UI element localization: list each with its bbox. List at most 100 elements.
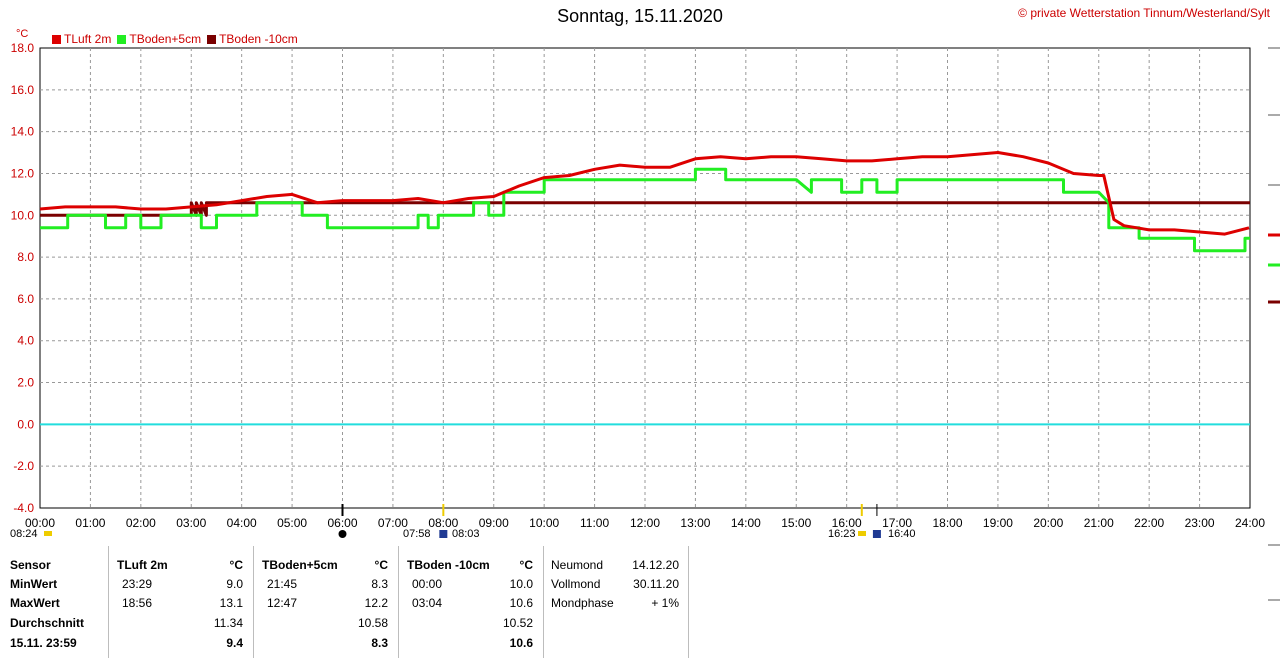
x-tick-label: 00:00: [25, 516, 55, 530]
legend-item-tb5: TBoden+5cm: [117, 32, 201, 46]
x-tick-label: 05:00: [277, 516, 307, 530]
y-tick-label: 6.0: [17, 292, 34, 306]
x-tick-label: 04:00: [227, 516, 257, 530]
table-divider: [543, 546, 544, 658]
tb5-min-time: 21:45: [267, 577, 298, 591]
tb10-min-time: 00:00: [412, 577, 443, 591]
row-label-current: 15.11. 23:59: [10, 636, 77, 650]
y-tick-label: 4.0: [17, 334, 34, 348]
x-tick-label: 14:00: [731, 516, 761, 530]
x-tick-label: 08:00: [428, 516, 458, 530]
moonset-icon: [872, 530, 881, 538]
y-tick-label: -4.0: [13, 501, 34, 515]
tluft-max-value: 13.1: [219, 596, 243, 610]
moon-label-new: Neumond: [551, 558, 604, 572]
x-tick-label: 11:00: [580, 516, 609, 530]
series-line-tb5: [40, 167, 1250, 253]
column-tluft: TLuft 2m °C 23:29 9.0 18:56 13.1 11.34 9…: [109, 546, 253, 658]
legend-swatch-tb10: [207, 34, 217, 44]
tb5-min-value: 8.3: [371, 577, 388, 591]
copyright-text: © private Wetterstation Tinnum/Westerlan…: [1018, 6, 1270, 20]
tluft-unit: °C: [229, 558, 243, 572]
x-tick-label: 20:00: [1033, 516, 1063, 530]
tb10-max-time: 03:04: [412, 596, 443, 610]
y-tick-label: 10.0: [11, 208, 35, 222]
x-tick-label: 13:00: [680, 516, 710, 530]
column-tb10: TBoden -10cm °C 00:00 10.0 03:04 10.6 10…: [399, 546, 543, 658]
y-tick-label: 18.0: [11, 41, 35, 55]
legend-item-tluft: TLuft 2m: [52, 32, 111, 46]
x-tick-label: 01:00: [75, 516, 105, 530]
tb5-current-value: 8.3: [371, 636, 388, 650]
tluft-max-time: 18:56: [122, 596, 153, 610]
sunset-time: 16:23: [828, 528, 856, 540]
tb5-avg-value: 10.58: [357, 616, 388, 630]
table-divider: [253, 546, 254, 658]
sunset-icon: [858, 531, 866, 536]
x-tick-label: 22:00: [1134, 516, 1164, 530]
tluft-header: TLuft 2m: [117, 558, 168, 572]
x-tick-label: 07:00: [378, 516, 408, 530]
legend-label-tluft: TLuft 2m: [64, 32, 112, 46]
row-labels: Sensor MinWert MaxWert Durchschnitt 15.1…: [0, 546, 108, 658]
sunrise-time: 08:24: [10, 528, 38, 540]
tb10-min-value: 10.0: [509, 577, 533, 591]
legend-label-tb10: TBoden -10cm: [219, 32, 298, 46]
x-tick-label: 15:00: [781, 516, 811, 530]
tb5-header: TBoden+5cm: [262, 558, 338, 572]
legend-label-tb5: TBoden+5cm: [129, 32, 202, 46]
x-tick-label: 03:00: [176, 516, 206, 530]
row-label-max: MaxWert: [10, 596, 60, 610]
moon-value-phase: + 1%: [651, 596, 679, 610]
legend-swatch-tb5: [117, 34, 127, 44]
x-tick-label: 23:00: [1185, 516, 1215, 530]
table-divider: [108, 546, 109, 658]
moonrise-icon: [439, 530, 448, 538]
tb5-unit: °C: [374, 558, 388, 572]
x-tick-label: 24:00: [1235, 516, 1265, 530]
series-line-tluft: [39, 151, 1250, 236]
tb10-max-value: 10.6: [509, 596, 533, 610]
x-tick-label: 12:00: [630, 516, 660, 530]
series-line-tb10: [40, 201, 1250, 217]
x-tick-label: 10:00: [529, 516, 559, 530]
column-moon: Neumond 14.12.20 Vollmond 30.11.20 Mondp…: [544, 546, 688, 658]
table-divider: [688, 546, 689, 658]
moon-time-b: 08:03: [452, 528, 480, 540]
row-label-min: MinWert: [10, 577, 58, 591]
tb5-max-time: 12:47: [267, 596, 298, 610]
x-tick-label: 06:00: [327, 516, 357, 530]
tb10-header: TBoden -10cm: [407, 558, 490, 572]
moon-time-c: 16:40: [888, 528, 916, 540]
y-unit-label: °C: [16, 28, 29, 40]
tb10-current-value: 10.6: [509, 636, 533, 650]
tluft-min-time: 23:29: [122, 577, 153, 591]
moon-label-full: Vollmond: [551, 577, 601, 591]
tluft-min-value: 9.0: [226, 577, 243, 591]
moon-time-a: 07:58: [403, 528, 431, 540]
legend-item-tb10: TBoden -10cm: [207, 32, 298, 46]
legend-swatch-tluft: [52, 34, 61, 44]
x-tick-label: 18:00: [932, 516, 962, 530]
tb10-unit: °C: [519, 558, 533, 572]
y-tick-label: 14.0: [11, 125, 35, 139]
moon-label-phase: Mondphase: [551, 596, 614, 610]
y-tick-label: 12.0: [11, 166, 35, 180]
tb10-avg-value: 10.52: [502, 616, 533, 630]
new-moon-icon: [338, 530, 347, 538]
sunrise-icon: [44, 531, 52, 536]
tluft-avg-value: 11.34: [213, 616, 243, 630]
tluft-current-value: 9.4: [226, 636, 243, 650]
row-label-avg: Durchschnitt: [10, 616, 85, 630]
x-tick-label: 21:00: [1084, 516, 1114, 530]
row-label-sensor: Sensor: [10, 558, 51, 572]
x-tick-label: 16:00: [832, 516, 862, 530]
y-tick-label: 2.0: [17, 376, 34, 390]
x-tick-label: 02:00: [126, 516, 156, 530]
tb5-max-value: 12.2: [364, 596, 388, 610]
column-tb5: TBoden+5cm °C 21:45 8.3 12:47 12.2 10.58…: [254, 546, 398, 658]
y-tick-label: -2.0: [13, 459, 34, 473]
x-tick-label: 17:00: [882, 516, 912, 530]
moon-value-full: 30.11.20: [633, 577, 679, 591]
